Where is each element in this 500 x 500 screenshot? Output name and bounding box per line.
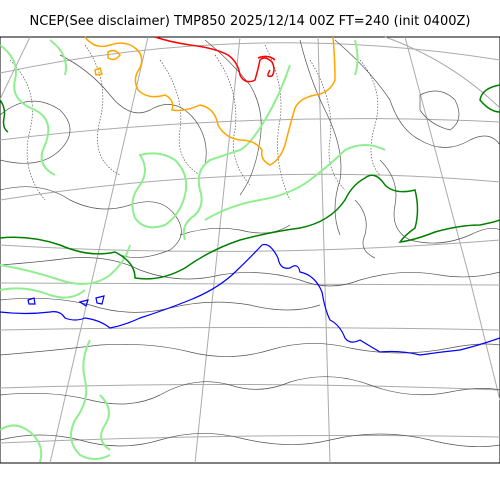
map-title: NCEP(See disclaimer) TMP850 2025/12/14 0… — [29, 14, 471, 29]
orange-isotherm — [84, 36, 336, 166]
blue-isotherm — [0, 243, 500, 356]
dark-green-isotherm — [0, 84, 500, 280]
light-green-isotherms — [0, 39, 386, 463]
coastlines — [0, 39, 500, 448]
map-frame — [0, 36, 500, 464]
graticule-lines — [0, 36, 500, 464]
dotted-contours — [9, 44, 381, 201]
red-isotherm — [154, 36, 276, 83]
